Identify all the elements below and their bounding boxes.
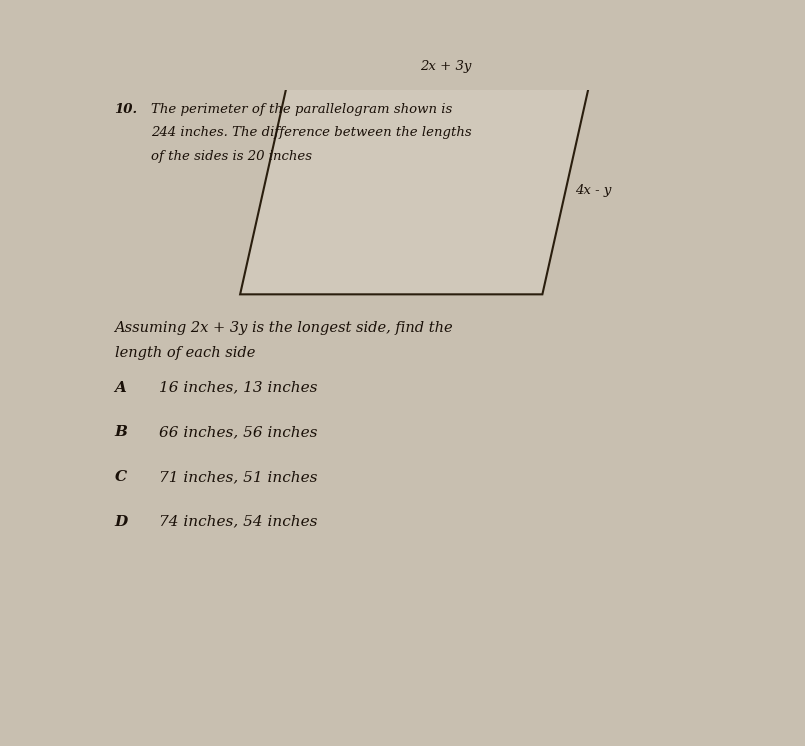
Polygon shape xyxy=(240,87,589,295)
Text: A: A xyxy=(114,380,126,395)
Text: 66 inches, 56 inches: 66 inches, 56 inches xyxy=(159,425,317,439)
Text: The perimeter of the parallelogram shown is: The perimeter of the parallelogram shown… xyxy=(151,104,452,116)
Text: B: B xyxy=(114,425,127,439)
Text: 16 inches, 13 inches: 16 inches, 13 inches xyxy=(159,380,317,395)
Text: 4x - y: 4x - y xyxy=(575,184,611,197)
Text: Assuming 2x + 3y is the longest side, find the: Assuming 2x + 3y is the longest side, fi… xyxy=(114,322,453,335)
Text: D: D xyxy=(114,515,128,529)
Text: 244 inches. The difference between the lengths: 244 inches. The difference between the l… xyxy=(151,127,472,140)
Text: 74 inches, 54 inches: 74 inches, 54 inches xyxy=(159,515,317,529)
Text: of the sides is 20 inches: of the sides is 20 inches xyxy=(151,150,312,163)
Text: C: C xyxy=(114,470,126,484)
Text: 71 inches, 51 inches: 71 inches, 51 inches xyxy=(159,470,317,484)
Text: 10.: 10. xyxy=(114,104,138,116)
Text: length of each side: length of each side xyxy=(114,346,255,360)
Text: 2x + 3y: 2x + 3y xyxy=(420,60,471,72)
